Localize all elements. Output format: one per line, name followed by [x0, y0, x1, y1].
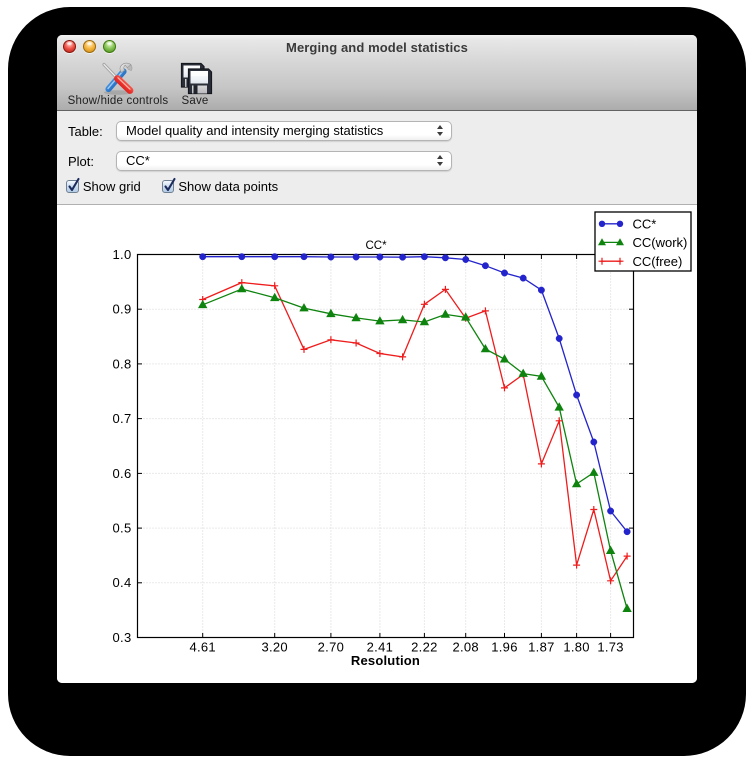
svg-text:0.5: 0.5 — [113, 521, 132, 536]
svg-text:1.96: 1.96 — [491, 640, 518, 655]
svg-text:4.61: 4.61 — [189, 640, 216, 655]
svg-text:2.41: 2.41 — [367, 640, 394, 655]
svg-text:1.87: 1.87 — [528, 640, 555, 655]
svg-text:0.3: 0.3 — [113, 630, 132, 645]
svg-text:2.70: 2.70 — [318, 640, 345, 655]
svg-text:CC(free): CC(free) — [633, 254, 683, 269]
svg-text:2.22: 2.22 — [411, 640, 438, 655]
svg-text:0.4: 0.4 — [113, 575, 132, 590]
svg-text:1.80: 1.80 — [563, 640, 590, 655]
svg-text:CC(work): CC(work) — [633, 235, 688, 250]
svg-text:CC*: CC* — [633, 217, 657, 232]
svg-text:0.7: 0.7 — [113, 411, 132, 426]
svg-text:Resolution: Resolution — [351, 653, 420, 668]
svg-text:0.6: 0.6 — [113, 466, 132, 481]
svg-text:3.20: 3.20 — [261, 640, 288, 655]
svg-text:0.9: 0.9 — [113, 302, 132, 317]
svg-text:0.8: 0.8 — [113, 356, 132, 371]
svg-text:CC*: CC* — [365, 240, 387, 252]
svg-text:2.08: 2.08 — [452, 640, 479, 655]
svg-text:1.0: 1.0 — [113, 247, 132, 262]
svg-text:1.73: 1.73 — [597, 640, 624, 655]
